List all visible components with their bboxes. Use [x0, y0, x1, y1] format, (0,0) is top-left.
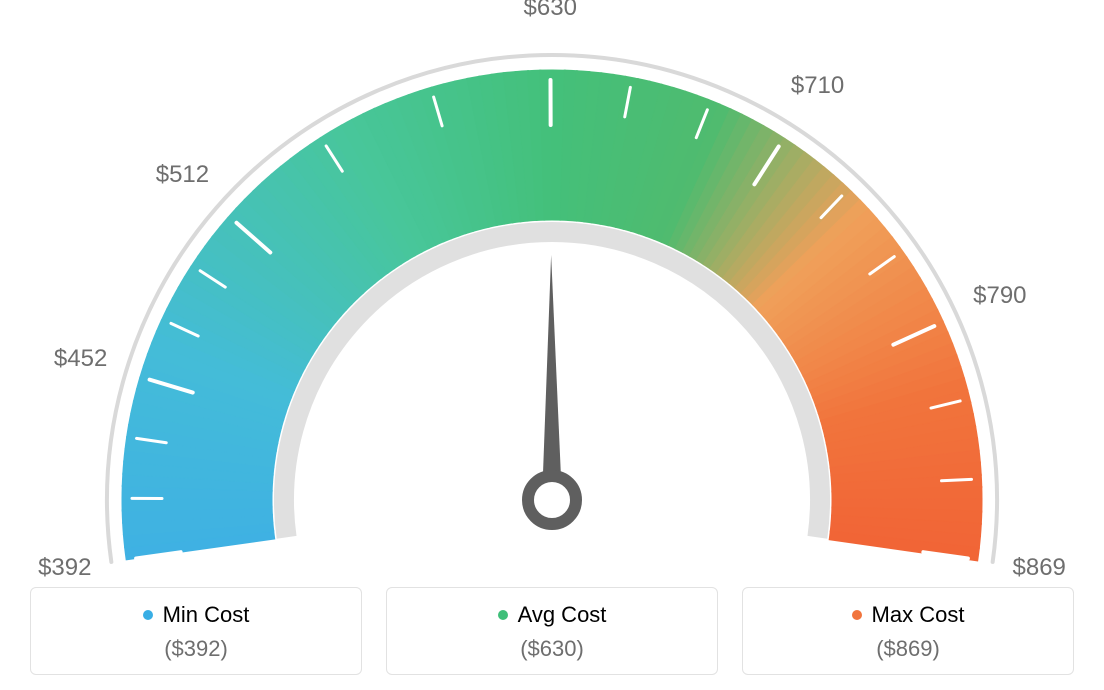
legend-card-max: Max Cost ($869) — [742, 587, 1074, 675]
dot-icon — [143, 610, 153, 620]
gauge-tick-label: $869 — [1013, 554, 1066, 582]
legend-card-min: Min Cost ($392) — [30, 587, 362, 675]
gauge-tick-label: $512 — [156, 161, 209, 189]
gauge-tick-label: $452 — [54, 345, 107, 373]
gauge-svg — [0, 0, 1104, 580]
dot-icon — [498, 610, 508, 620]
dot-icon — [852, 610, 862, 620]
legend-avg-label: Avg Cost — [518, 602, 607, 628]
legend-min-label: Min Cost — [163, 602, 250, 628]
gauge-tick-label: $710 — [791, 72, 844, 100]
gauge-tick-label: $630 — [524, 0, 577, 22]
legend-min-value: ($392) — [41, 636, 351, 662]
gauge-tick-label: $392 — [38, 554, 91, 582]
legend-card-avg: Avg Cost ($630) — [386, 587, 718, 675]
legend-row: Min Cost ($392) Avg Cost ($630) Max Cost… — [30, 587, 1074, 675]
gauge-tick-label: $790 — [973, 282, 1026, 310]
cost-gauge: $392 $452 $512 $630 $710 $790 $869 — [0, 0, 1104, 580]
legend-max-label: Max Cost — [872, 602, 965, 628]
legend-max-value: ($869) — [753, 636, 1063, 662]
legend-avg-value: ($630) — [397, 636, 707, 662]
